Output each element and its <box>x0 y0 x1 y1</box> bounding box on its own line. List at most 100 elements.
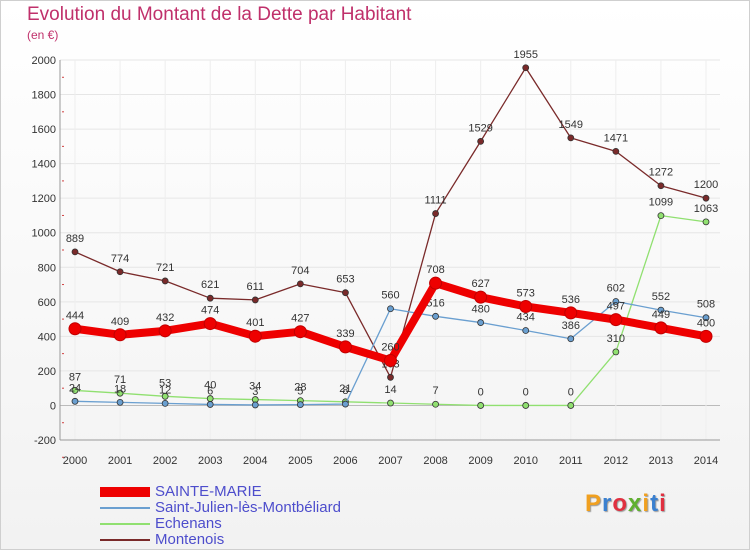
data-point <box>654 321 668 335</box>
data-label: 3 <box>252 386 258 398</box>
data-label: 449 <box>652 309 670 321</box>
data-label: 560 <box>381 290 399 302</box>
data-label: 40 <box>204 380 216 392</box>
x-tick-label: 2006 <box>333 455 357 467</box>
data-label: 1529 <box>468 122 492 134</box>
data-label: 71 <box>114 374 126 386</box>
data-label: 1955 <box>513 49 537 61</box>
data-label: 497 <box>607 301 625 313</box>
data-point <box>657 306 665 314</box>
data-label: 24 <box>69 382 81 394</box>
data-label: 21 <box>339 383 351 395</box>
data-point <box>387 305 394 313</box>
x-tick-label: 2007 <box>378 455 402 467</box>
data-label: 260 <box>381 342 399 354</box>
data-point <box>116 398 124 406</box>
data-point <box>68 322 82 336</box>
data-label: 653 <box>336 274 354 286</box>
data-point <box>522 402 530 409</box>
y-tick-label: 400 <box>38 331 56 343</box>
chart-title: Evolution du Montant de la Dette par Hab… <box>27 4 412 25</box>
data-label: 34 <box>249 381 261 393</box>
data-point <box>432 312 439 320</box>
x-tick-label: 2001 <box>108 455 132 467</box>
y-tick-label: 600 <box>38 297 56 309</box>
data-point <box>699 329 713 343</box>
legend-label: Echenans <box>155 515 222 532</box>
legend-item: SAINTE-MARIE <box>100 484 400 500</box>
data-label: 6 <box>207 385 213 397</box>
data-label: 400 <box>697 317 715 329</box>
y-tick-label: -200 <box>34 435 56 447</box>
legend-swatch <box>100 539 150 541</box>
data-point <box>519 299 533 313</box>
data-point <box>432 210 439 217</box>
x-tick-label: 2005 <box>288 455 312 467</box>
data-point <box>477 319 485 326</box>
x-tick-label: 2003 <box>198 455 222 467</box>
data-point <box>342 400 349 408</box>
data-label: 432 <box>156 312 174 324</box>
data-label: 552 <box>652 291 670 303</box>
data-label: 1272 <box>649 167 673 179</box>
logo-letter: t <box>650 490 660 517</box>
chart-unit: (en €) <box>27 28 59 42</box>
x-tick-label: 2000 <box>63 455 87 467</box>
data-label: 339 <box>336 328 354 340</box>
data-point <box>702 194 710 202</box>
data-label: 508 <box>697 299 715 311</box>
data-label: 708 <box>426 264 444 276</box>
data-point <box>71 248 79 256</box>
data-point <box>161 399 169 407</box>
data-point <box>248 329 262 343</box>
data-label: 427 <box>291 313 309 325</box>
data-point <box>71 397 79 405</box>
data-point <box>609 313 623 327</box>
data-point <box>567 134 575 142</box>
data-label: 0 <box>478 386 484 398</box>
legend-item: Echenans <box>100 516 400 532</box>
x-tick-label: 2009 <box>468 455 492 467</box>
x-tick-label: 2002 <box>153 455 177 467</box>
x-tick-label: 2013 <box>649 455 673 467</box>
x-tick-label: 2010 <box>513 455 537 467</box>
data-point <box>116 268 124 276</box>
data-label: 0 <box>568 386 574 398</box>
data-label: 536 <box>562 294 580 306</box>
data-point <box>564 306 578 320</box>
data-label: 8 <box>342 385 348 397</box>
data-point <box>71 387 79 394</box>
logo-letter: i <box>659 490 667 517</box>
data-label: 774 <box>111 253 129 265</box>
y-tick-label: 2000 <box>32 55 56 67</box>
data-point <box>206 294 214 302</box>
data-label: 5 <box>297 386 303 398</box>
data-label: 480 <box>471 304 489 316</box>
data-point <box>567 335 575 343</box>
data-point <box>384 354 397 368</box>
x-tick-label: 2004 <box>243 455 267 467</box>
legend-swatch <box>100 487 150 497</box>
data-point <box>113 328 127 342</box>
legend-swatch <box>100 507 150 509</box>
data-point <box>657 182 665 190</box>
data-point <box>429 276 443 290</box>
data-point <box>296 280 304 288</box>
x-tick-label: 2008 <box>423 455 447 467</box>
legend-label: SAINTE-MARIE <box>155 483 262 500</box>
y-tick-label: 1200 <box>32 193 56 205</box>
legend-item: Saint-Julien-lès-Montbéliard <box>100 500 400 516</box>
data-point <box>432 400 439 408</box>
legend-item: Montenois <box>100 532 400 548</box>
data-label: 434 <box>517 311 535 323</box>
legend-label: Saint-Julien-lès-Montbéliard <box>155 499 341 516</box>
data-point <box>158 324 172 338</box>
data-label: 573 <box>517 287 535 299</box>
data-label: 1099 <box>649 197 673 209</box>
data-label: 1549 <box>559 119 583 131</box>
data-point <box>161 392 169 400</box>
data-label: 474 <box>201 305 219 317</box>
data-label: 409 <box>111 316 129 328</box>
data-point <box>702 314 710 322</box>
